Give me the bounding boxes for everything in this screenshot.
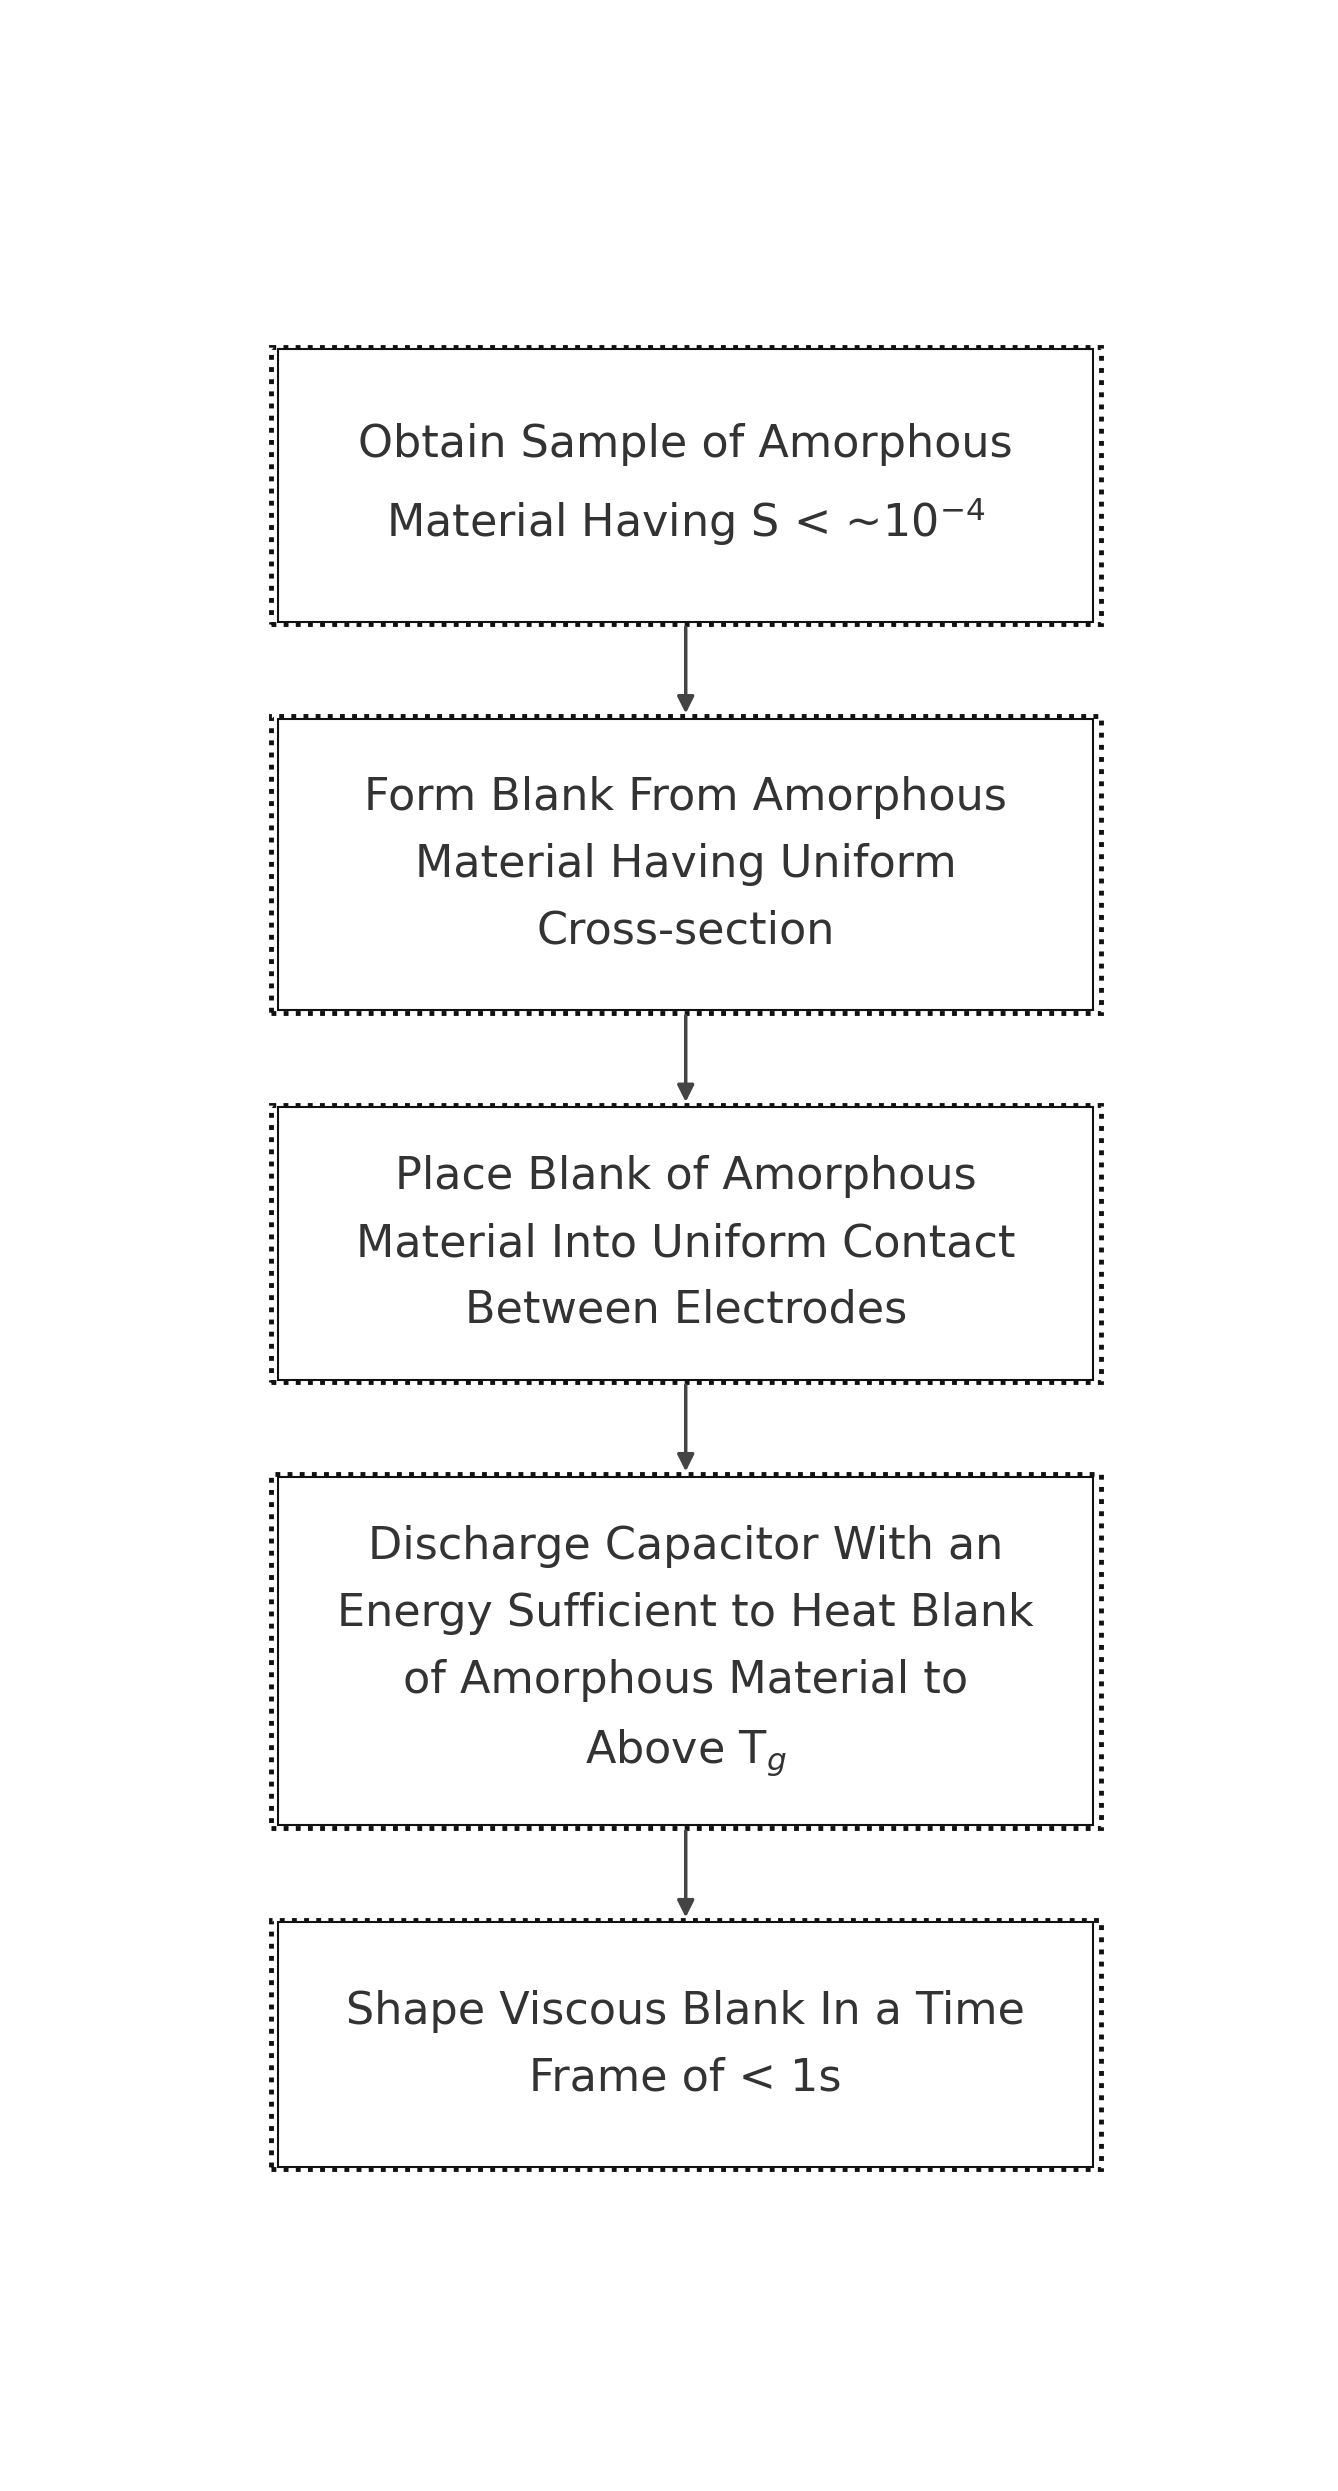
Bar [278, 1477, 1093, 1826]
Text: Obtain Sample of Amorphous
Material Having S < ~10$^{-4}$: Obtain Sample of Amorphous Material Havi… [359, 423, 1013, 548]
Bar [278, 1108, 1093, 1380]
Text: Form Blank From Amorphous
Material Having Uniform
Cross-section: Form Blank From Amorphous Material Havin… [364, 777, 1008, 954]
Bar [278, 1923, 1093, 2167]
Text: Place Blank of Amorphous
Material Into Uniform Contact
Between Electrodes: Place Blank of Amorphous Material Into U… [356, 1156, 1016, 1333]
Text: Shape Viscous Blank In a Time
Frame of < 1s: Shape Viscous Blank In a Time Frame of <… [347, 1990, 1025, 2100]
Text: Discharge Capacitor With an
Energy Sufficient to Heat Blank
of Amorphous Materia: Discharge Capacitor With an Energy Suffi… [337, 1524, 1034, 1779]
Bar [270, 1475, 1101, 1828]
Bar [270, 346, 1101, 625]
Bar [270, 1106, 1101, 1383]
Bar [278, 720, 1093, 1011]
Bar [270, 1921, 1101, 2170]
Bar [270, 717, 1101, 1014]
Bar [278, 349, 1093, 623]
